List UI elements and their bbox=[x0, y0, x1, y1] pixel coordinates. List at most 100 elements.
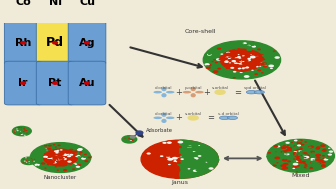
Circle shape bbox=[240, 59, 242, 60]
Circle shape bbox=[235, 48, 240, 50]
Circle shape bbox=[14, 130, 16, 131]
Circle shape bbox=[57, 155, 62, 157]
Circle shape bbox=[247, 59, 250, 61]
Circle shape bbox=[282, 165, 286, 167]
Circle shape bbox=[236, 59, 242, 61]
Circle shape bbox=[253, 51, 256, 52]
Circle shape bbox=[48, 155, 52, 157]
Circle shape bbox=[283, 150, 289, 153]
Circle shape bbox=[84, 163, 86, 165]
Text: Ir: Ir bbox=[18, 78, 28, 88]
Circle shape bbox=[24, 135, 26, 136]
Text: s-orbital: s-orbital bbox=[212, 86, 228, 90]
Circle shape bbox=[318, 159, 323, 162]
Circle shape bbox=[244, 75, 250, 78]
Circle shape bbox=[299, 153, 301, 154]
Circle shape bbox=[274, 145, 279, 147]
Circle shape bbox=[60, 152, 65, 154]
Text: d-orbital: d-orbital bbox=[155, 86, 173, 90]
Circle shape bbox=[55, 156, 58, 157]
Circle shape bbox=[247, 59, 251, 61]
Circle shape bbox=[54, 164, 59, 166]
Circle shape bbox=[260, 62, 265, 65]
Circle shape bbox=[17, 131, 19, 132]
Circle shape bbox=[324, 158, 328, 161]
Circle shape bbox=[80, 154, 84, 156]
Text: p-orbital: p-orbital bbox=[184, 86, 202, 90]
Circle shape bbox=[199, 157, 202, 158]
Circle shape bbox=[162, 146, 168, 149]
Circle shape bbox=[276, 162, 279, 163]
Circle shape bbox=[256, 61, 260, 64]
Circle shape bbox=[250, 59, 254, 61]
Circle shape bbox=[83, 152, 85, 154]
Circle shape bbox=[247, 45, 251, 46]
Circle shape bbox=[224, 46, 228, 48]
Circle shape bbox=[129, 139, 131, 140]
Circle shape bbox=[252, 54, 257, 57]
Circle shape bbox=[242, 62, 244, 63]
Circle shape bbox=[297, 157, 301, 160]
Circle shape bbox=[259, 51, 262, 53]
Circle shape bbox=[216, 58, 221, 61]
Circle shape bbox=[206, 55, 209, 57]
Circle shape bbox=[207, 53, 212, 56]
Circle shape bbox=[30, 160, 32, 161]
Ellipse shape bbox=[246, 90, 256, 94]
Circle shape bbox=[243, 64, 249, 67]
Circle shape bbox=[130, 139, 132, 140]
Circle shape bbox=[51, 155, 54, 157]
Circle shape bbox=[284, 153, 286, 155]
Circle shape bbox=[248, 55, 252, 57]
Circle shape bbox=[223, 70, 226, 72]
Circle shape bbox=[267, 57, 273, 60]
Circle shape bbox=[38, 154, 42, 156]
Circle shape bbox=[77, 149, 82, 151]
Circle shape bbox=[53, 155, 57, 157]
Circle shape bbox=[321, 164, 326, 166]
Circle shape bbox=[180, 154, 184, 156]
Circle shape bbox=[232, 64, 235, 66]
Circle shape bbox=[286, 148, 292, 151]
Circle shape bbox=[127, 142, 128, 143]
Circle shape bbox=[310, 160, 314, 163]
Circle shape bbox=[301, 148, 303, 149]
Circle shape bbox=[25, 127, 26, 128]
Circle shape bbox=[49, 159, 52, 161]
Circle shape bbox=[24, 161, 26, 162]
Circle shape bbox=[162, 154, 167, 157]
Circle shape bbox=[256, 66, 259, 67]
Circle shape bbox=[176, 158, 181, 161]
Circle shape bbox=[27, 164, 29, 165]
Circle shape bbox=[261, 56, 264, 57]
Circle shape bbox=[184, 161, 189, 164]
Text: +: + bbox=[176, 113, 182, 122]
Circle shape bbox=[298, 154, 301, 156]
Circle shape bbox=[312, 167, 316, 168]
Circle shape bbox=[168, 156, 173, 159]
Circle shape bbox=[82, 153, 85, 154]
Circle shape bbox=[167, 157, 170, 159]
Circle shape bbox=[304, 158, 309, 161]
Wedge shape bbox=[180, 140, 218, 178]
Circle shape bbox=[26, 133, 28, 134]
Circle shape bbox=[214, 46, 216, 48]
Circle shape bbox=[47, 164, 50, 165]
Circle shape bbox=[63, 146, 68, 148]
Circle shape bbox=[75, 153, 77, 154]
Circle shape bbox=[64, 158, 67, 160]
Circle shape bbox=[262, 58, 265, 60]
Circle shape bbox=[56, 157, 58, 158]
Circle shape bbox=[271, 59, 276, 62]
Circle shape bbox=[233, 61, 236, 62]
Circle shape bbox=[129, 136, 131, 137]
Circle shape bbox=[217, 68, 221, 70]
Circle shape bbox=[127, 140, 129, 141]
Circle shape bbox=[240, 59, 244, 60]
Circle shape bbox=[299, 154, 301, 155]
Circle shape bbox=[208, 53, 211, 55]
Circle shape bbox=[44, 168, 47, 169]
Circle shape bbox=[176, 167, 180, 169]
Circle shape bbox=[298, 155, 301, 156]
Circle shape bbox=[274, 162, 279, 165]
